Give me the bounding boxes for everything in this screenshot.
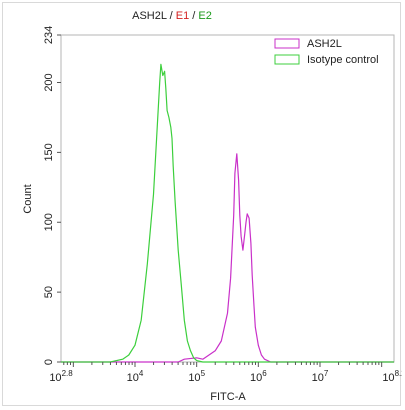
axis-layer: 0 50 100 150 200 234 102.8 104 105 106 107 108.2: [43, 26, 402, 384]
title-part-3: /: [189, 10, 198, 22]
title-part-4: E2: [198, 10, 211, 22]
x-tick-label: 108.2: [382, 369, 402, 384]
legend: ASH2L Isotype control: [274, 38, 379, 66]
series-line-isotype-control: [61, 63, 394, 363]
title-part-0: ASH2L: [132, 10, 167, 22]
x-tick-label: 106: [250, 369, 267, 384]
x-tick-label: 104: [127, 369, 144, 384]
title-part-1: /: [167, 10, 176, 22]
legend-swatch: [274, 54, 300, 65]
chart-frame: ASH2L / E1 / E2 0 50 100 150 200 234 102.8 104 1…: [2, 2, 402, 406]
legend-swatch: [274, 38, 300, 49]
x-axis-label: FITC-A: [210, 391, 246, 403]
x-tick-label: 102.8: [49, 369, 73, 384]
y-tick-label: 100: [43, 213, 55, 231]
y-tick-label: 200: [43, 73, 55, 91]
histogram-chart: ASH2L / E1 / E2 0 50 100 150 200 234 102.8 104 1…: [22, 10, 402, 403]
series-layer: [61, 63, 394, 363]
title-part-2: E1: [176, 10, 189, 22]
y-tick-label: 50: [43, 286, 55, 298]
x-tick-label: 107: [312, 369, 329, 384]
series-line-ash2l: [61, 153, 394, 363]
y-tick-label: 0: [43, 359, 55, 365]
legend-label: ASH2L: [307, 38, 342, 50]
y-tick-label: 234: [43, 26, 55, 44]
chart-title: ASH2L / E1 / E2: [132, 10, 212, 22]
y-tick-label: 150: [43, 143, 55, 161]
y-axis-label: Count: [22, 184, 34, 213]
x-tick-label: 105: [188, 369, 205, 384]
legend-label: Isotype control: [307, 54, 379, 66]
plot-area: 0 50 100 150 200 234 102.8 104 105 106 107 108.2: [43, 26, 402, 384]
